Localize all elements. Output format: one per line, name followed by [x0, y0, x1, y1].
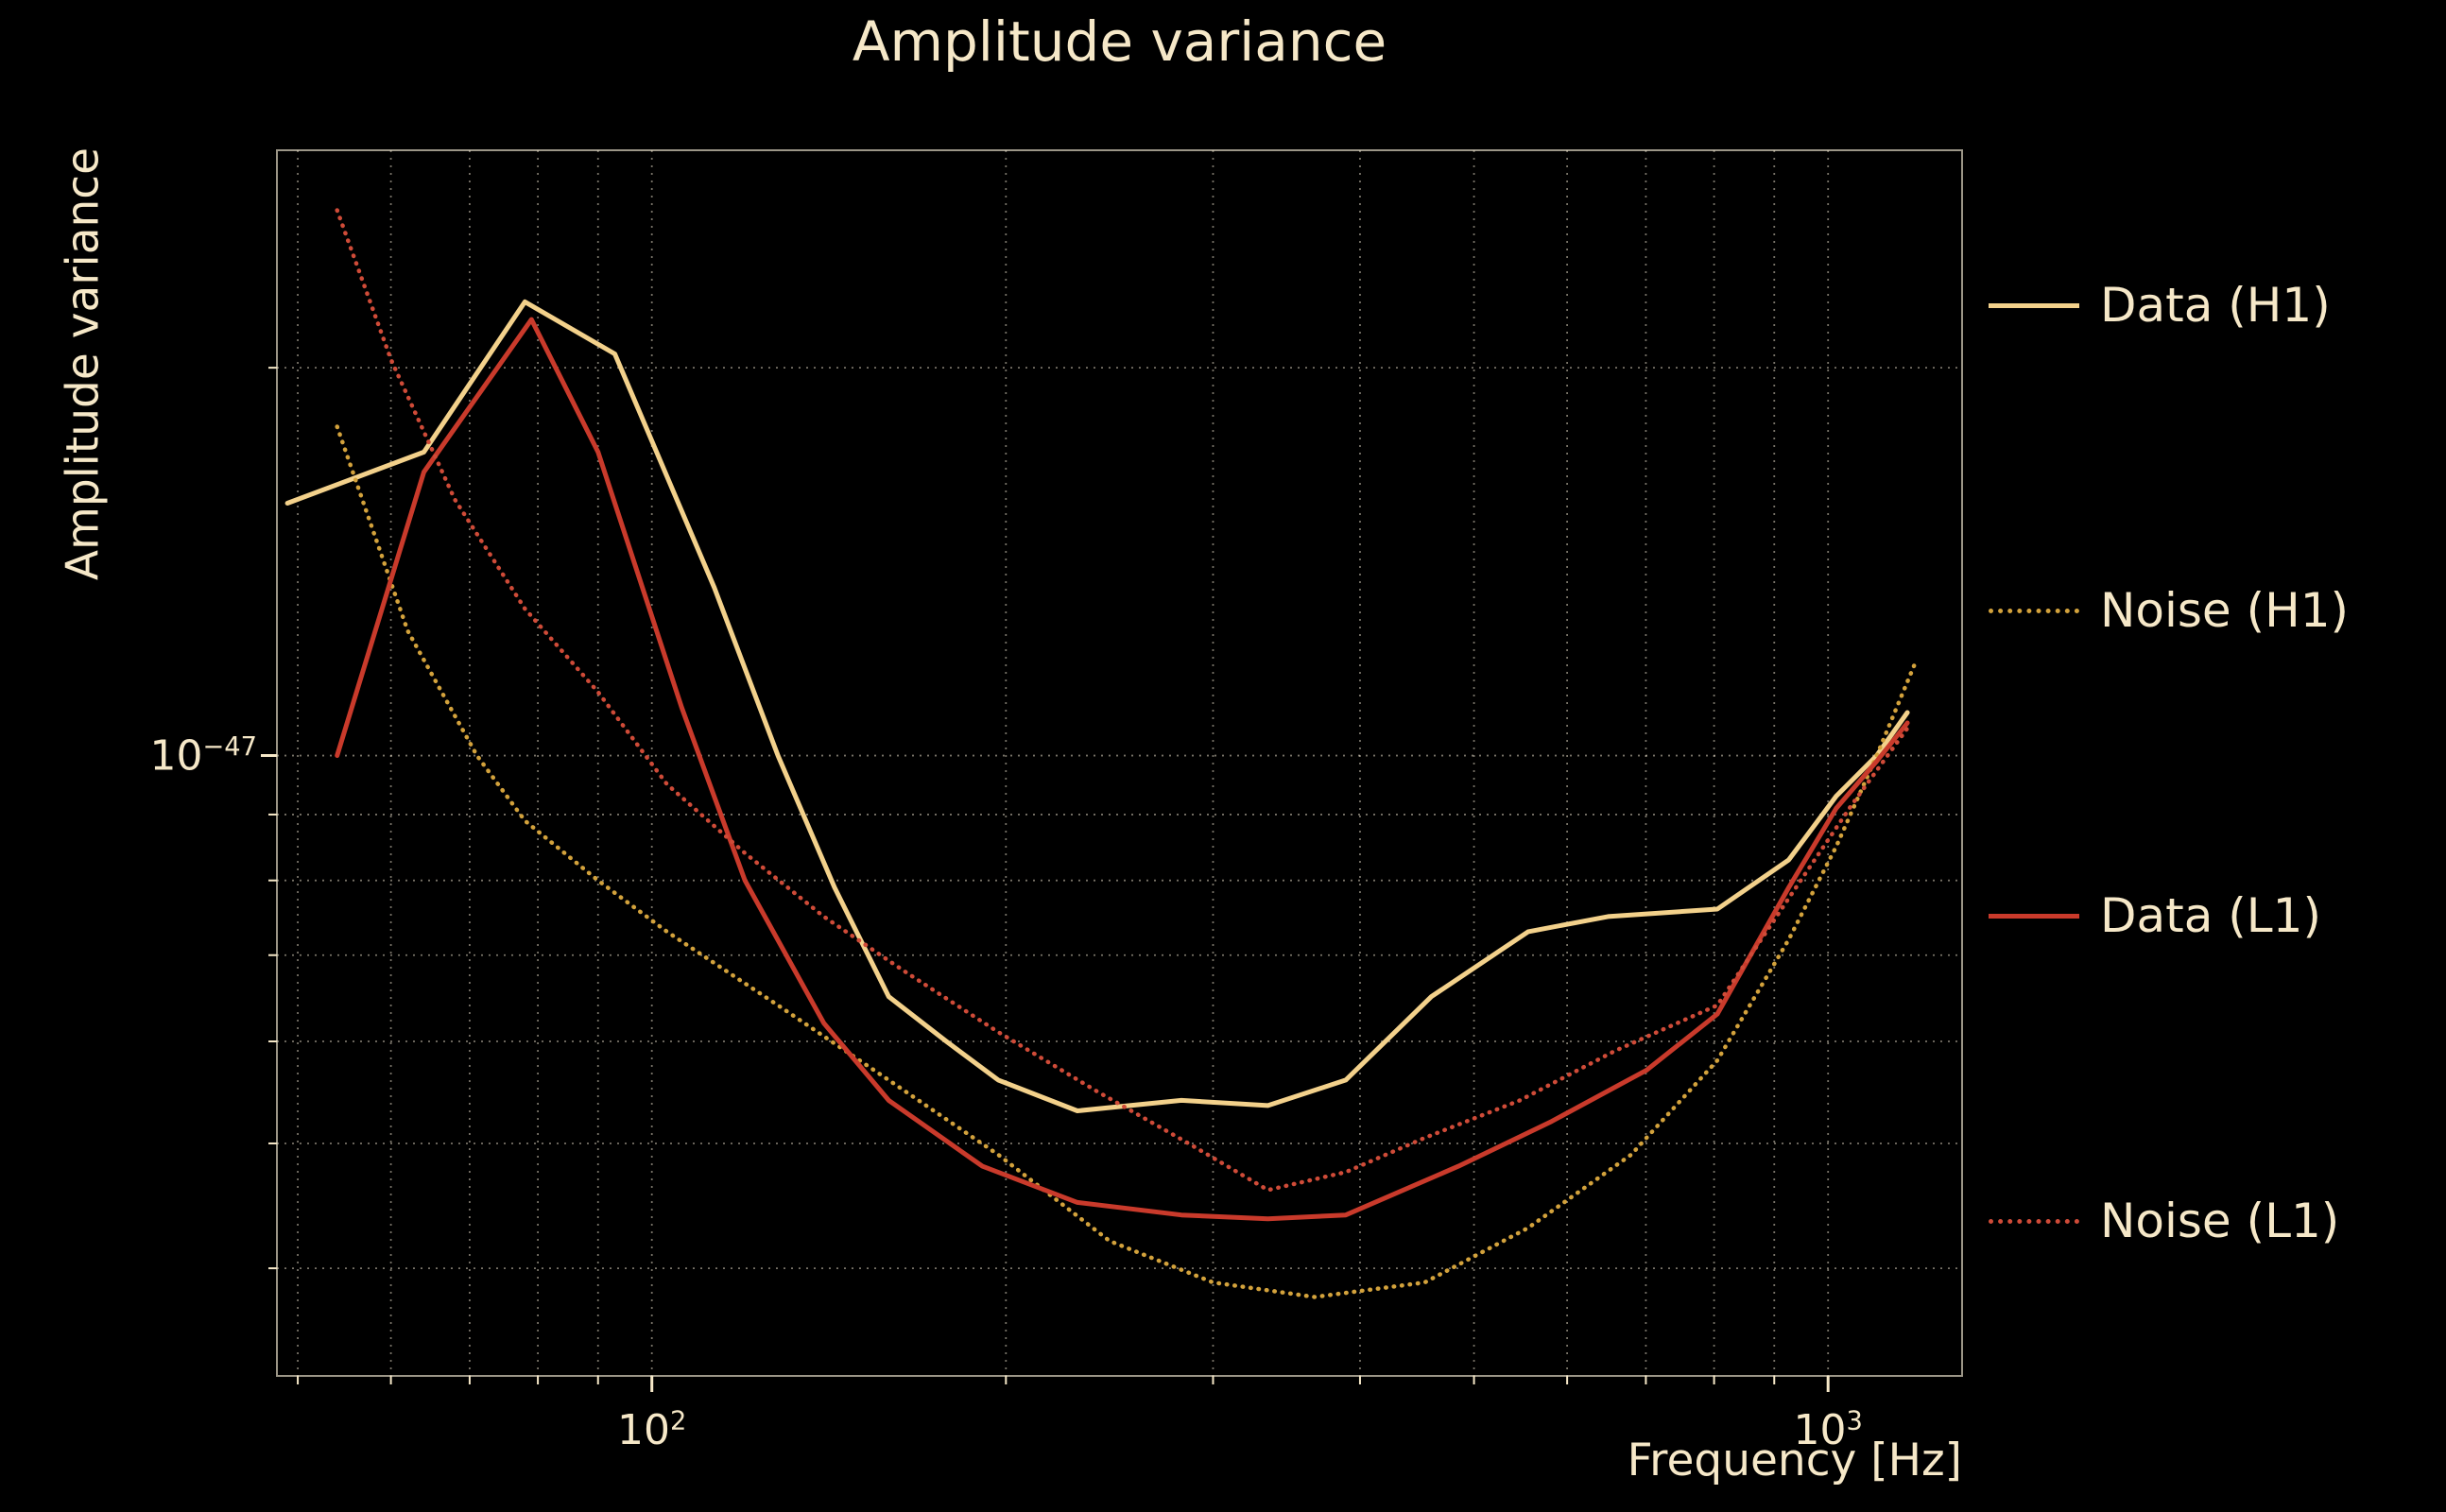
legend-label: Data (L1)	[2100, 888, 2321, 943]
legend-item-noise-l1: Noise (L1)	[1989, 1193, 2339, 1249]
legend-label: Noise (H1)	[2100, 583, 2350, 638]
chart-title: Amplitude variance	[852, 9, 1387, 74]
legend-item-data-l1: Data (L1)	[1989, 887, 2321, 944]
series-line-noise-l1-	[335, 208, 1910, 1193]
legend-label: Noise (L1)	[2100, 1194, 2340, 1248]
series-line-data-h1-	[284, 299, 1910, 1113]
legend-label: Data (H1)	[2100, 278, 2331, 333]
x-tick-label: 103	[1793, 1406, 1863, 1454]
y-axis-label: Amplitude variance	[57, 146, 110, 581]
axes-spine	[276, 149, 1963, 1377]
series-line-data-l1-	[335, 317, 1910, 1222]
legend-line-sample-noise-l1	[1989, 1218, 2079, 1224]
x-tick-label: 102	[617, 1406, 687, 1454]
legend-line-sample-data-h1	[1989, 302, 2079, 308]
x-axis-label: Frequency [Hz]	[1627, 1435, 1962, 1486]
plot-area	[261, 149, 1963, 1392]
legend-item-data-h1: Data (H1)	[1989, 277, 2331, 334]
legend-line-sample-noise-h1	[1989, 608, 2079, 613]
legend-line-sample-data-l1	[1989, 913, 2079, 919]
legend-item-noise-h1: Noise (H1)	[1989, 582, 2349, 639]
y-tick-label: 10−47	[149, 731, 257, 781]
series-line-noise-h1-	[335, 424, 1918, 1299]
